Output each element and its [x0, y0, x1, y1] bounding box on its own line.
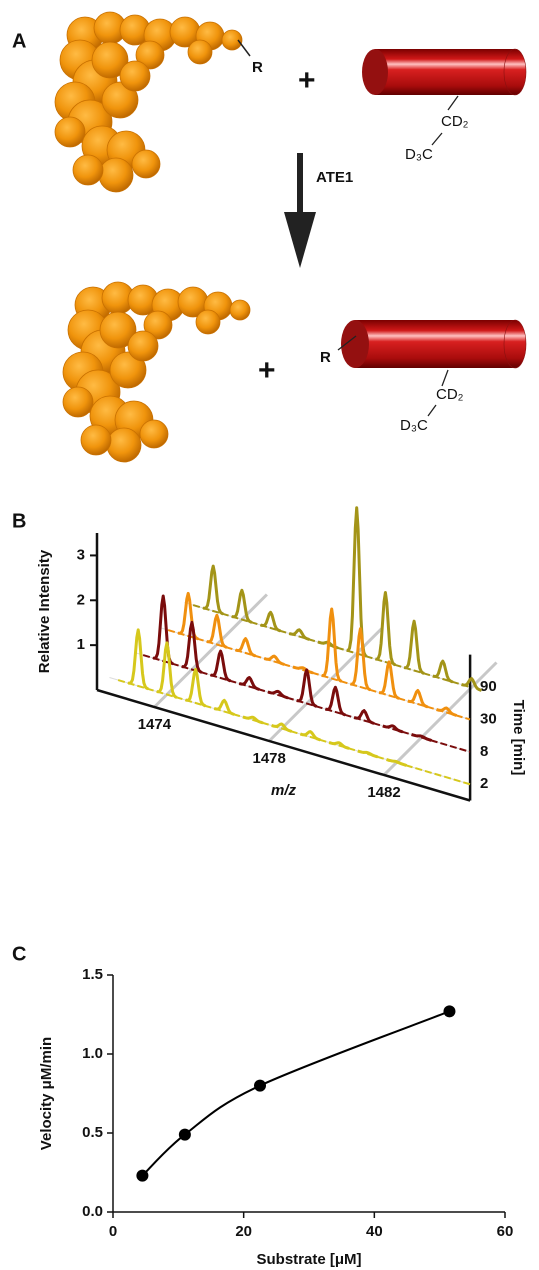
peak: [461, 677, 483, 692]
series-label: 8: [480, 743, 488, 760]
y-tick-label: 1: [77, 636, 85, 653]
panel-label: B: [12, 510, 26, 532]
x-tick-label: 0: [109, 1223, 117, 1240]
bond: [431, 132, 443, 146]
chem-group: D₃C: [405, 146, 433, 163]
panel-a: A R + CD₂ D₃C ATE1 + R CD₂ D₃C: [12, 11, 527, 463]
peak: [177, 591, 199, 641]
panel-label: A: [12, 30, 26, 52]
peak: [235, 637, 257, 658]
y-tick-label: 2: [77, 591, 85, 608]
peak: [299, 730, 321, 742]
plus-sign: +: [258, 354, 276, 387]
peak: [432, 659, 454, 684]
peak: [260, 610, 282, 633]
y-tick-label: 1.5: [82, 966, 103, 983]
peak: [346, 506, 368, 658]
y-tick-label: 3: [77, 546, 85, 563]
x-axis: [96, 688, 471, 802]
peak: [181, 620, 203, 674]
peak: [127, 628, 149, 691]
protein-reactant: [54, 11, 243, 193]
x-tick-label: 20: [235, 1223, 252, 1240]
site-label: R: [320, 349, 331, 366]
x-tick-label: 1474: [138, 716, 172, 733]
y-tick-label: 1.0: [82, 1045, 103, 1062]
peak: [185, 667, 207, 708]
data-point: [136, 1169, 149, 1182]
chem-group: CD₂: [441, 113, 469, 130]
peak: [288, 628, 310, 641]
peak: [231, 588, 253, 624]
peak: [436, 706, 458, 717]
peak: [357, 749, 379, 759]
cylinder-reactant: [362, 48, 527, 96]
series-label: 2: [480, 775, 488, 792]
grid-line: [268, 627, 383, 743]
x-tick-label: 1482: [367, 784, 400, 801]
site-label: R: [252, 59, 263, 76]
bond: [441, 369, 449, 387]
peak: [206, 613, 228, 649]
peak: [321, 607, 343, 683]
peak: [386, 758, 408, 767]
bond: [337, 335, 357, 351]
series-label: 90: [480, 678, 497, 695]
z-axis-title: Time [min]: [510, 700, 527, 776]
peak: [156, 641, 178, 699]
peak: [350, 627, 371, 692]
data-point: [178, 1128, 191, 1141]
x-tick-label: 60: [497, 1223, 514, 1240]
enzyme-label: ATE1: [316, 169, 353, 186]
peak: [382, 724, 404, 734]
peak: [267, 689, 289, 700]
peak: [353, 709, 375, 725]
peak: [375, 591, 396, 667]
y-axis-title: Velocity μM/min: [38, 1037, 55, 1150]
peak: [292, 665, 314, 675]
x-tick-label: 1478: [253, 750, 286, 767]
peak: [407, 689, 429, 709]
x-tick-label: 40: [366, 1223, 383, 1240]
peak: [242, 715, 264, 725]
baseline: [167, 629, 471, 721]
panel-label: C: [12, 943, 26, 965]
bond: [447, 95, 459, 111]
peak: [296, 668, 318, 708]
arrow-head: [284, 212, 316, 268]
peak: [210, 649, 232, 683]
x-axis-title: Substrate [μM]: [256, 1251, 361, 1268]
series-label: 30: [480, 710, 497, 727]
peak: [213, 698, 235, 716]
chem-group: CD₂: [436, 386, 464, 403]
peak: [271, 722, 293, 733]
bond: [237, 39, 251, 57]
protein-product: [62, 281, 251, 463]
plus-sign: +: [298, 64, 316, 97]
peak: [328, 741, 350, 750]
grid-line: [382, 661, 498, 777]
bond: [427, 404, 437, 417]
peak: [378, 660, 400, 700]
y-tick-label: 0.0: [82, 1203, 103, 1220]
peak: [324, 685, 346, 717]
data-point: [254, 1079, 266, 1092]
peak: [263, 654, 285, 666]
chem-group: D₃C: [400, 417, 428, 434]
peak: [411, 733, 433, 742]
x-axis-title: m/z: [271, 782, 297, 799]
peak: [403, 619, 425, 675]
y-tick-label: 0.5: [82, 1124, 103, 1141]
data-point: [443, 1005, 456, 1018]
peak: [238, 676, 260, 691]
peak: [202, 564, 224, 616]
y-axis-title: Relative Intensity: [36, 549, 53, 673]
cylinder-product: [341, 319, 527, 369]
curve: [141, 1010, 450, 1177]
